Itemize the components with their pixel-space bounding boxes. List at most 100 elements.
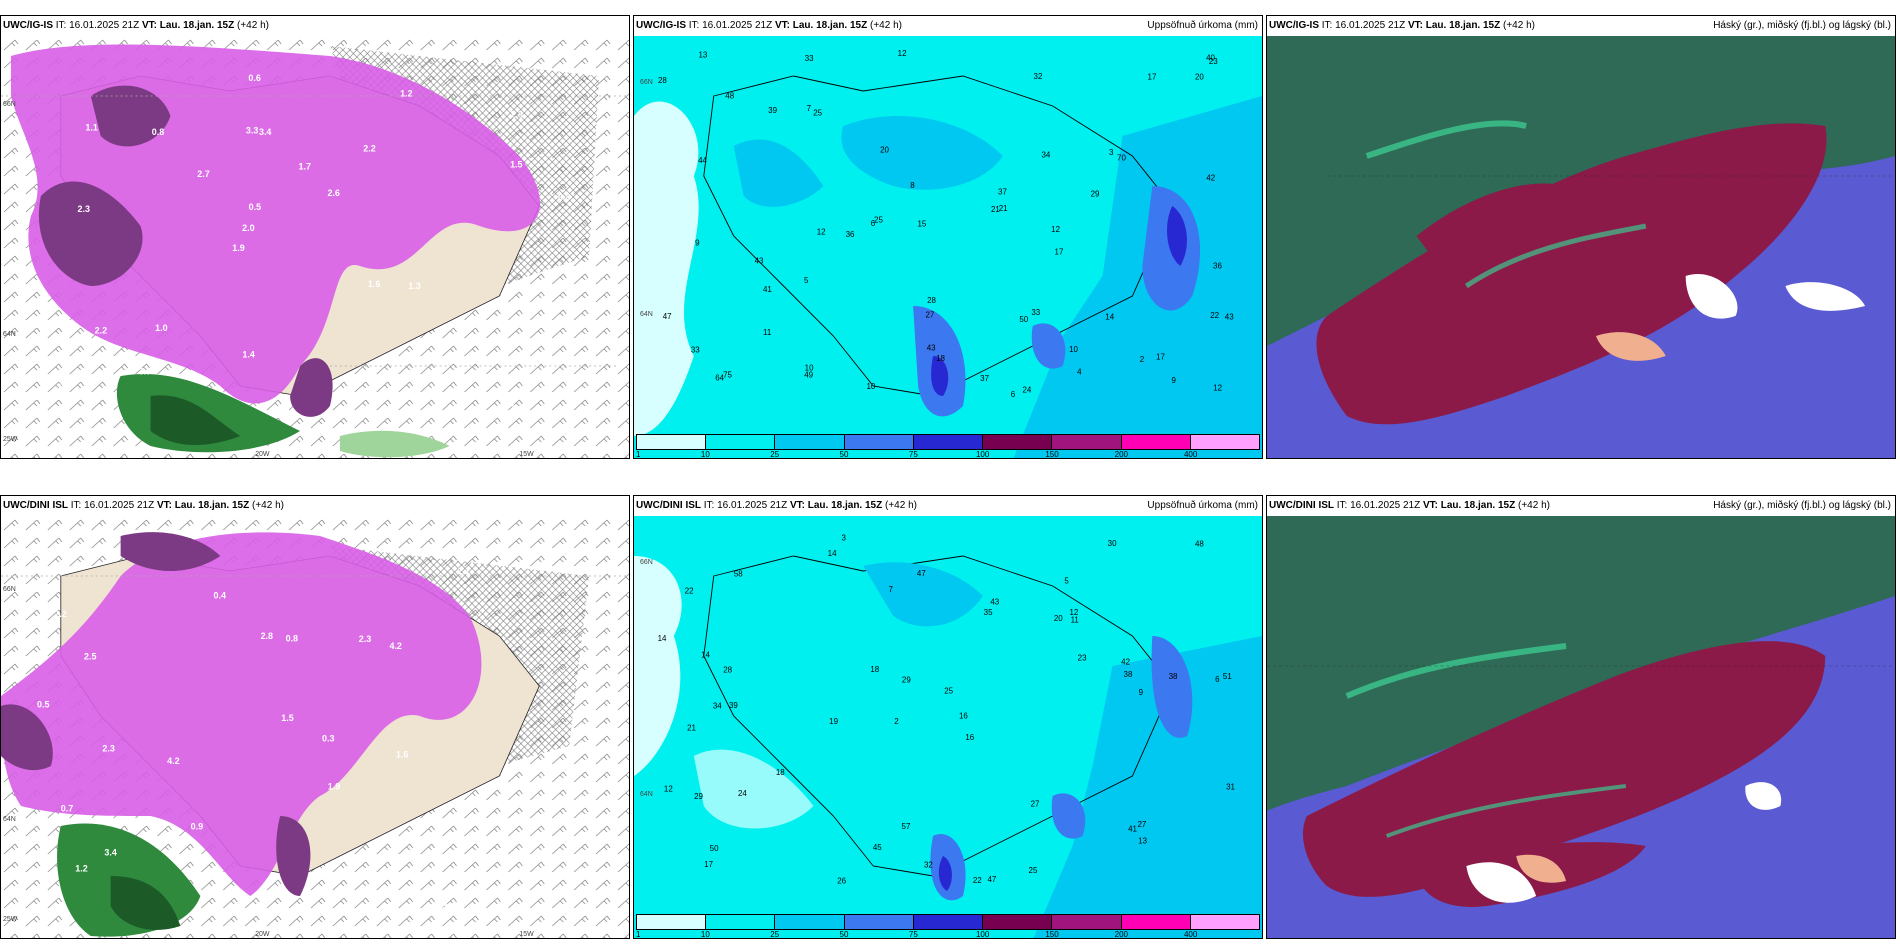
field-value: 5 bbox=[1064, 576, 1069, 585]
field-value: 10 bbox=[1069, 345, 1078, 354]
field-value: 49 bbox=[804, 370, 813, 379]
field-value: 7 bbox=[888, 585, 893, 594]
field-value: 3 bbox=[842, 533, 847, 542]
field-value: 2.2 bbox=[54, 609, 66, 619]
field-value: 3.4 bbox=[104, 848, 116, 858]
panel-bottom-left-wind: UWC/DINI ISL IT: 16.01.2025 21Z VT: Lau.… bbox=[0, 495, 630, 939]
field-value: 2.8 bbox=[510, 109, 522, 119]
field-value: 1.4 bbox=[242, 350, 254, 360]
field-value: 37 bbox=[980, 374, 989, 383]
colorbar-swatch bbox=[913, 915, 984, 929]
lon-label: 25W bbox=[3, 916, 18, 923]
field-value: 3.8 bbox=[56, 382, 68, 392]
colorbar-tick-label: 10 bbox=[700, 450, 710, 459]
field-value: 57 bbox=[902, 822, 911, 831]
colorbar-tick-label: 75 bbox=[908, 930, 918, 939]
field-value: 22 bbox=[1210, 311, 1219, 320]
field-value: 39 bbox=[768, 106, 777, 115]
field-value: 34 bbox=[1042, 150, 1051, 159]
panel-bottom-middle-precip: UWC/DINI ISL IT: 16.01.2025 21Z VT: Lau.… bbox=[633, 495, 1263, 939]
colorbar-swatch bbox=[1121, 915, 1191, 929]
lat-label: 64N bbox=[640, 791, 653, 798]
field-value: 28 bbox=[927, 296, 936, 305]
valid-time: Lau. 18.jan. 15Z bbox=[159, 20, 235, 31]
lead-time: (+42 h) bbox=[870, 20, 902, 31]
field-value: 20 bbox=[1054, 614, 1063, 623]
field-value: 0.5 bbox=[37, 699, 49, 709]
valid-time-label: VT: bbox=[1407, 20, 1423, 31]
colorbar: 1 10 25 50 75 100 150 200 400 bbox=[634, 910, 1262, 938]
colorbar-tick-label: 150 bbox=[1045, 450, 1059, 459]
field-value: 47 bbox=[987, 875, 996, 884]
field-value: 2.2 bbox=[95, 325, 107, 335]
colorbar-ticks: 1 10 25 50 75 100 150 200 400 bbox=[636, 450, 1260, 459]
colorbar-swatch bbox=[1052, 915, 1122, 929]
field-value: 6 bbox=[871, 219, 876, 228]
panel-title: Háský (gr.), miðský (fj.bl.) og lágský (… bbox=[1713, 20, 1891, 31]
field-value: 11 bbox=[763, 328, 772, 337]
panel-header: UWC/DINI ISL IT: 16.01.2025 21Z VT: Lau.… bbox=[1267, 496, 1895, 516]
colorbar-swatch bbox=[1121, 435, 1191, 449]
colorbar-tick-label: 400 bbox=[1183, 450, 1198, 459]
field-value: 29 bbox=[1091, 189, 1100, 198]
field-value: 42 bbox=[1206, 173, 1215, 182]
field-value: 1.5 bbox=[510, 160, 522, 170]
field-value: 4 bbox=[1077, 368, 1082, 377]
colorbar-swatch bbox=[844, 915, 914, 929]
lead-time: (+42 h) bbox=[252, 500, 284, 511]
field-value: 32 bbox=[1034, 72, 1043, 81]
lat-label: 64N bbox=[3, 816, 16, 823]
lon-label: 15W bbox=[519, 451, 534, 458]
panel-top-right-clouds: UWC/IG-IS IT: 16.01.2025 21Z VT: Lau. 18… bbox=[1266, 15, 1896, 459]
precip-map: 66N 64N 10 6 10 10 33 48 12 9 12 20 17 18 25 27 32 21 44… bbox=[634, 36, 1262, 458]
colorbar-swatches bbox=[636, 914, 1260, 930]
field-value: 36 bbox=[1213, 261, 1222, 270]
colorbar-tick-label: 50 bbox=[839, 450, 849, 459]
field-value: 16 bbox=[959, 711, 968, 720]
field-value: 9 bbox=[695, 238, 700, 247]
field-value: 43 bbox=[927, 344, 936, 353]
colorbar-swatch bbox=[844, 435, 914, 449]
init-time: IT: 16.01.2025 21Z bbox=[55, 20, 140, 31]
field-value: 3.4 bbox=[259, 127, 271, 137]
field-value: 12 bbox=[1213, 384, 1222, 393]
panel-header: UWC/DINI ISL IT: 16.01.2025 21Z VT: Lau.… bbox=[634, 496, 1262, 516]
lon-label: 15W bbox=[519, 931, 534, 938]
init-time: IT: 16.01.2025 21Z bbox=[70, 500, 155, 511]
valid-time: Lau. 18.jan. 15Z bbox=[792, 20, 868, 31]
field-value: 22 bbox=[685, 586, 694, 595]
field-value: 25 bbox=[944, 687, 953, 696]
field-value: 25 bbox=[874, 216, 883, 225]
field-value: 12 bbox=[1070, 608, 1079, 617]
field-value: 5 bbox=[804, 276, 809, 285]
field-value: 51 bbox=[1223, 672, 1232, 681]
model-name: UWC/DINI ISL bbox=[3, 500, 68, 511]
field-value: 34 bbox=[713, 701, 722, 710]
panel-top-middle-precip: UWC/IG-IS IT: 16.01.2025 21Z VT: Lau. 18… bbox=[633, 15, 1263, 459]
field-value: 28 bbox=[723, 666, 732, 675]
init-time: IT: 16.01.2025 21Z bbox=[1336, 500, 1421, 511]
field-value: 2.3 bbox=[78, 204, 90, 214]
lon-label: 20W bbox=[255, 931, 270, 938]
colorbar-swatch bbox=[637, 435, 707, 449]
field-value: 12 bbox=[817, 227, 826, 236]
field-value: 18 bbox=[870, 665, 879, 674]
field-value: 11 bbox=[1071, 615, 1080, 624]
field-value: 75 bbox=[723, 370, 732, 379]
field-value: 43 bbox=[1225, 312, 1234, 321]
colorbar: 1 10 25 50 75 100 150 200 400 bbox=[634, 430, 1262, 458]
field-value: 47 bbox=[917, 569, 926, 578]
field-value: 2.6 bbox=[502, 398, 514, 408]
colorbar-tick-label: 50 bbox=[839, 930, 849, 939]
field-value: 43 bbox=[990, 597, 999, 606]
colorbar-tick-label: 100 bbox=[975, 450, 990, 459]
field-value: 28 bbox=[658, 76, 667, 85]
lead-time: (+42 h) bbox=[1518, 500, 1550, 511]
field-value: 23 bbox=[1209, 57, 1218, 66]
init-time: IT: 16.01.2025 21Z bbox=[1321, 20, 1406, 31]
init-time: IT: 16.01.2025 21Z bbox=[703, 500, 788, 511]
field-value: 17 bbox=[1156, 352, 1165, 361]
lon-label: 25W bbox=[3, 436, 18, 443]
panel-header: UWC/IG-IS IT: 16.01.2025 21Z VT: Lau. 18… bbox=[634, 16, 1262, 36]
